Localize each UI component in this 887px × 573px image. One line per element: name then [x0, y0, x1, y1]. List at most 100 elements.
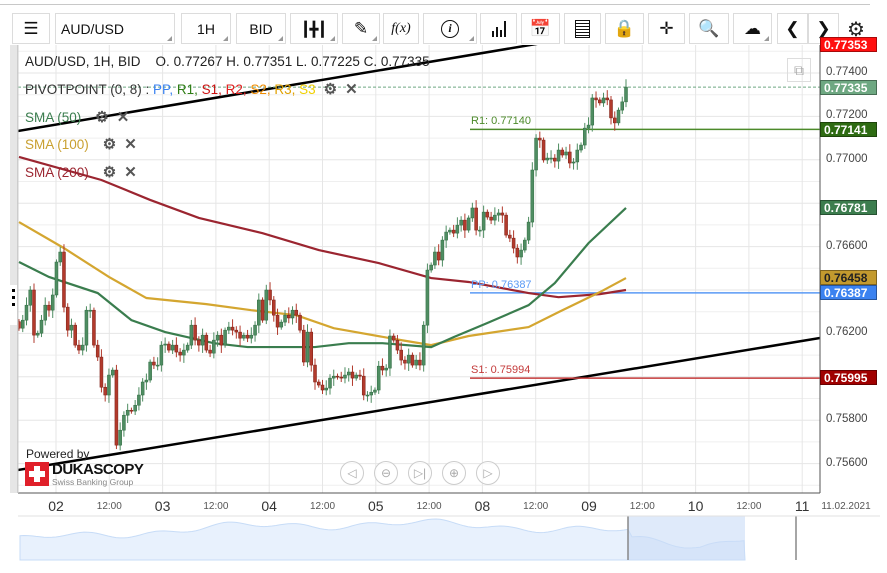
close-icon[interactable]: ✕ [345, 81, 358, 98]
candle [485, 211, 490, 218]
close-icon[interactable]: ✕ [124, 136, 137, 153]
candle [129, 409, 134, 412]
candle [287, 314, 291, 319]
candle [257, 299, 261, 326]
info-button[interactable]: i [423, 13, 477, 44]
candle [429, 264, 433, 271]
candle [309, 331, 314, 366]
candle [418, 359, 422, 366]
candle [253, 324, 257, 336]
candle [320, 384, 325, 391]
candle [335, 375, 340, 378]
candle [384, 367, 388, 371]
candle [598, 99, 602, 104]
report-button[interactable] [564, 13, 601, 44]
gear-icon[interactable]: ⚙ [95, 109, 109, 126]
gear-icon[interactable]: ⚙ [102, 136, 117, 153]
period-select[interactable]: 1H [181, 13, 231, 44]
brand-name: DUKASCOPY [52, 461, 144, 478]
candle [403, 359, 407, 364]
gear-icon[interactable]: ⚙ [102, 164, 117, 181]
candle [189, 324, 194, 346]
drawing-tools-button[interactable]: ✎ [342, 13, 380, 44]
high-value: 0.77351 [243, 54, 293, 69]
candle [451, 229, 456, 234]
crosshair-button[interactable]: ✛ [648, 13, 685, 44]
candle [564, 151, 568, 156]
candle [339, 376, 343, 379]
candle [279, 321, 284, 328]
expand-icon: ⧉ [794, 61, 804, 78]
candle [538, 137, 542, 141]
scroll-left-button[interactable]: ◁ [340, 461, 364, 485]
gear-icon[interactable]: ⚙ [323, 81, 338, 98]
candle [140, 381, 145, 396]
candle [58, 251, 62, 263]
scroll-left-button[interactable]: ❮ [777, 13, 808, 44]
pivot-level-r2: R2, [225, 81, 251, 97]
candle [534, 137, 538, 171]
candle [50, 294, 55, 311]
close-value: 0.77335 [380, 54, 430, 69]
ohlc-header: AUD/USD, 1H, BID O. 0.77267 H. 0.77351 L… [25, 54, 430, 69]
pivot-level-r3: R3, [274, 81, 300, 97]
pivot-level-s1: S1, [201, 81, 226, 97]
zoom-chart-button[interactable]: 🔍 [689, 13, 729, 44]
candle [478, 229, 482, 232]
close-icon[interactable]: ✕ [116, 109, 130, 126]
time-tick: 11 [794, 498, 810, 514]
candle [80, 344, 85, 351]
calendar-button[interactable]: 📅 [521, 13, 560, 44]
candle [170, 344, 175, 351]
candle [155, 364, 160, 367]
chart-type-button[interactable]: ┃╋┃ [290, 13, 338, 44]
volume-button[interactable] [480, 13, 517, 44]
candle [361, 375, 366, 396]
symbol-select[interactable]: AUD/USD [55, 13, 175, 44]
candle [380, 365, 385, 371]
scroll-right-button[interactable]: ▷ [476, 461, 500, 485]
time-tick: 12:00 [309, 501, 336, 512]
jump-to-end-button[interactable]: ▷| [408, 461, 432, 485]
close-label: C. [363, 54, 378, 69]
candle [474, 207, 478, 231]
candle [275, 314, 280, 328]
candle [421, 324, 426, 366]
zoom-out-button[interactable]: ⊖ [374, 461, 398, 485]
candle [350, 371, 355, 379]
side-select[interactable]: BID [236, 13, 286, 44]
cloud-button[interactable]: ☁ [733, 13, 772, 44]
time-tick: 08 [474, 498, 491, 514]
left-scrollbar[interactable] [10, 45, 18, 493]
candle [313, 364, 317, 383]
candle [549, 157, 553, 160]
trendline-lower [18, 336, 820, 472]
bar-chart-icon [491, 20, 506, 37]
candle [331, 375, 336, 379]
indicators-button[interactable]: f(x) [383, 13, 419, 44]
time-tick: 12:00 [736, 501, 762, 512]
chevron-right-icon: ▷ [483, 466, 493, 480]
pivot-level-r1: R1, [176, 81, 202, 97]
candle [414, 359, 418, 366]
menu-button[interactable]: ☰ [12, 13, 50, 44]
scrollbar-handle[interactable] [10, 285, 17, 325]
candle [343, 374, 347, 379]
candle [594, 97, 598, 101]
candle [504, 214, 508, 236]
zoom-in-button[interactable]: ⊕ [442, 461, 466, 485]
time-tick: 05 [368, 498, 384, 514]
candle [174, 344, 179, 353]
time-tick: 12:00 [523, 501, 549, 512]
candle [369, 391, 373, 396]
price-badge: 0.77353 [820, 37, 877, 53]
candle [182, 349, 186, 356]
lock-button[interactable]: 🔒 [605, 13, 644, 44]
candle [436, 251, 441, 261]
price-tick: 0.77200 [826, 109, 868, 122]
candle [575, 149, 580, 163]
settings-button[interactable]: ⚙ [847, 17, 865, 42]
close-icon[interactable]: ✕ [124, 164, 137, 181]
expand-button[interactable]: ⧉ [787, 58, 811, 82]
